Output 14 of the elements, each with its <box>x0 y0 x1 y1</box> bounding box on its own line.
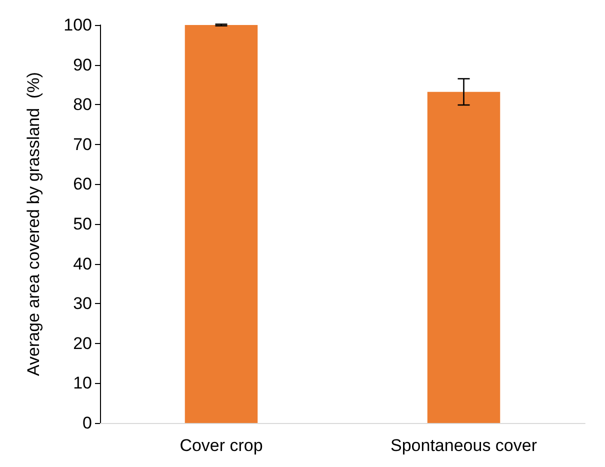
y-tick-label: 80 <box>73 95 92 114</box>
y-tick-label: 10 <box>73 374 92 393</box>
x-tick-label: Cover crop <box>180 436 263 455</box>
y-tick-label: 100 <box>64 16 92 34</box>
x-tick-label: Spontaneous cover <box>390 436 538 455</box>
y-tick-label: 30 <box>73 294 92 314</box>
y-tick-label: 60 <box>73 174 92 194</box>
y-tick-label: 0 <box>82 414 92 432</box>
y-tick-label: 90 <box>73 55 92 74</box>
y-tick-label: 50 <box>73 214 92 234</box>
y-tick-label: 70 <box>73 134 92 154</box>
y-axis-title: Average area covered by grassland (%) <box>24 72 43 376</box>
y-tick-label: 20 <box>73 334 92 353</box>
y-tick-label: 40 <box>73 254 92 274</box>
